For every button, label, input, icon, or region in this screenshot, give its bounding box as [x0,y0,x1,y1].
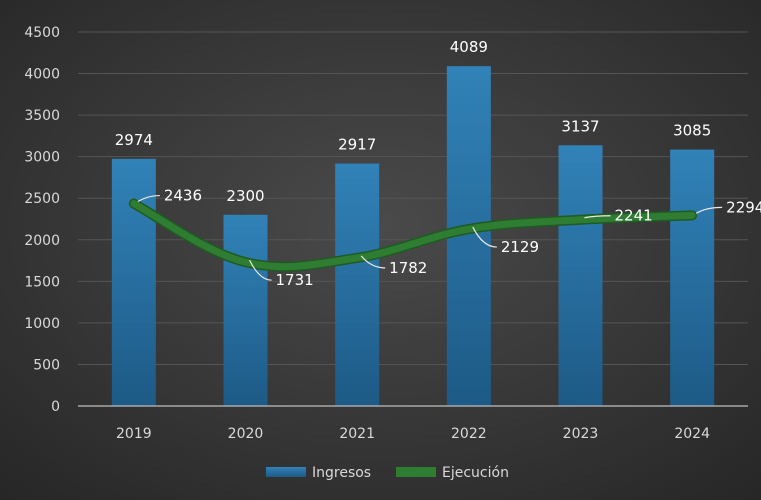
leader-line [360,255,386,269]
line-value-label: 2241 [615,207,653,225]
y-tick-label: 2000 [24,233,60,249]
y-tick-label: 4500 [24,25,60,41]
bar-value-label: 2300 [226,187,264,205]
x-tick-label: 2021 [339,426,375,442]
y-tick-label: 1500 [24,274,60,290]
y-tick-label: 3000 [24,150,60,166]
bar-value-label: 2917 [338,136,376,154]
x-tick-label: 2023 [563,426,599,442]
legend-label-ingresos: Ingresos [312,465,371,481]
bar-ingresos-2020 [223,214,268,406]
leader-line [695,206,723,214]
bar-value-label: 3137 [561,117,599,135]
x-tick-label: 2019 [116,426,152,442]
bar-ingresos-2019 [111,158,156,406]
y-tick-label: 1000 [24,316,60,332]
y-tick-label: 2500 [24,191,60,207]
x-axis-ticks: 2019 2020 2021 2022 2023 2024 [116,426,710,442]
bar-ingresos-2024 [670,149,715,406]
legend-swatch-ejecucion [396,467,436,477]
line-value-label: 2294 [726,198,761,216]
line-value-label: 1731 [276,271,314,289]
line-value-label: 2129 [501,238,539,256]
leader-line [472,226,497,248]
legend-swatch-ingresos [266,467,306,477]
line-value-label: 2436 [164,187,202,205]
line-data-labels: 2436 1731 1782 2129 2241 2294 [137,187,761,289]
bar-data-labels: 2974 2300 2917 4089 3137 3085 [115,38,712,205]
legend: Ingresos Ejecución [266,465,509,481]
bar-value-label: 2974 [115,131,153,149]
leader-line [137,194,160,203]
bars [111,66,715,407]
bar-value-label: 4089 [450,38,488,56]
leader-line [584,215,611,219]
x-tick-label: 2022 [451,426,487,442]
line-ejecucion [130,200,696,271]
line-value-label: 1782 [389,259,427,277]
leader-line [248,259,272,281]
y-tick-label: 3500 [24,108,60,124]
bar-ingresos-2021 [335,163,380,406]
x-tick-label: 2020 [228,426,264,442]
legend-label-ejecucion: Ejecución [442,465,509,481]
y-tick-label: 500 [33,357,60,373]
y-axis-ticks: 0 500 1000 1500 2000 2500 3000 3500 4000 4500 [24,25,60,415]
x-tick-label: 2024 [674,426,710,442]
bar-value-label: 3085 [673,122,711,140]
y-tick-label: 4000 [24,67,60,83]
line-series [128,198,698,272]
y-tick-label: 0 [51,399,60,415]
bar-ingresos-2023 [558,145,603,406]
